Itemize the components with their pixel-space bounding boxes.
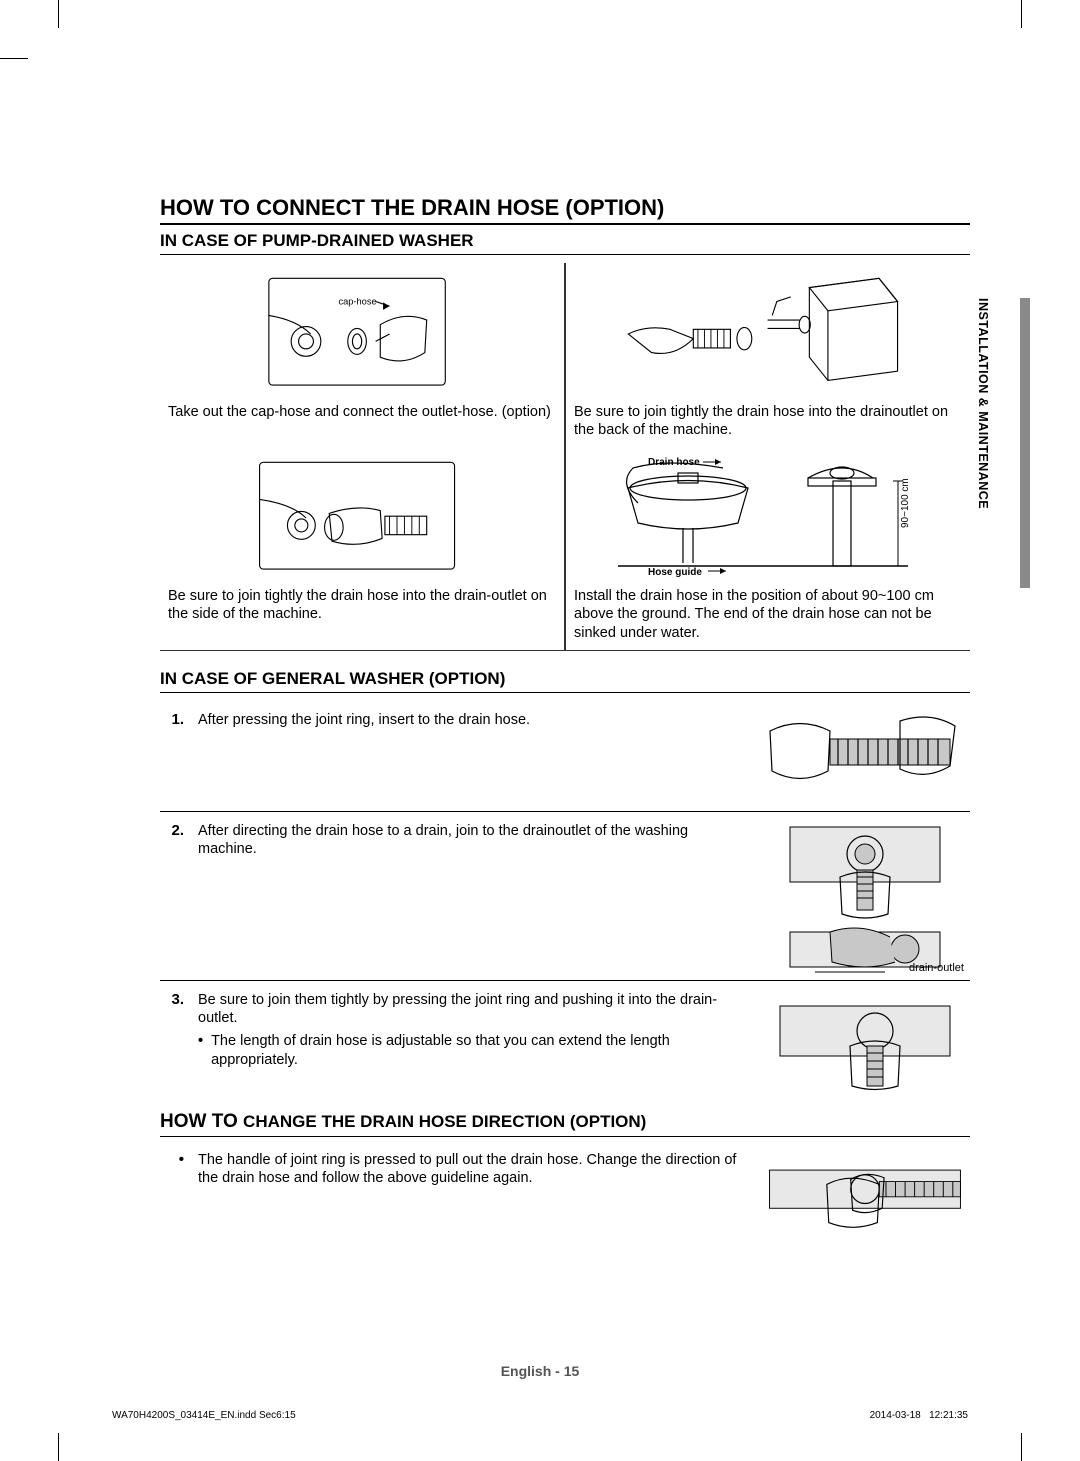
step-row-1: 1. After pressing the joint ring, insert… (160, 701, 970, 812)
bullet-icon: • (198, 1032, 203, 1070)
change-row: • The handle of joint ring is pressed to… (160, 1145, 970, 1247)
pump-caption-4: Install the drain hose in the position o… (574, 587, 962, 641)
pump-caption-3: Be sure to join tightly the drain hose i… (168, 587, 556, 623)
footer-date: 2014-03-18 (870, 1410, 921, 1421)
subtitle-pump: IN CASE OF PUMP-DRAINED WASHER (160, 231, 970, 255)
bullet-icon: • (160, 1151, 184, 1237)
change-title-small: CHANGE THE DRAIN HOSE DIRECTION (OPTION) (243, 1112, 646, 1131)
change-text: The handle of joint ring is pressed to p… (198, 1151, 746, 1237)
subtitle-general: IN CASE OF GENERAL WASHER (OPTION) (160, 669, 970, 693)
crop-mark (0, 58, 28, 59)
pump-grid: cap-hose Take out the cap-hose and conne… (160, 263, 970, 651)
push-outlet-icon (760, 991, 970, 1091)
height-label: 90~100 cm (900, 478, 911, 528)
pump-fig-3 (168, 453, 556, 583)
step-text: After pressing the joint ring, insert to… (198, 711, 746, 801)
footer-time: 12:21:35 (929, 1410, 968, 1421)
step-num: 2. (160, 822, 184, 974)
crop-mark (58, 0, 59, 28)
section-tab-label: INSTALLATION & MAINTENANCE (976, 298, 990, 588)
pump-caption-2: Be sure to join tightly the drain hose i… (574, 403, 962, 439)
crop-mark (1021, 0, 1022, 28)
step-text: Be sure to join them tightly by pressing… (198, 991, 746, 1091)
footer-timestamp: 2014-03-18 12:21:35 (870, 1410, 968, 1421)
pump-fig-1: cap-hose (168, 269, 556, 399)
pump-fig-4: Drain hose 90~ (574, 453, 962, 583)
pump-cell-3: Be sure to join tightly the drain hose i… (160, 447, 565, 650)
cap-hose-icon: cap-hose (241, 269, 482, 399)
page-title: HOW TO CONNECT THE DRAIN HOSE (OPTION) (160, 195, 970, 225)
pump-cell-1: cap-hose Take out the cap-hose and conne… (160, 263, 565, 447)
step-num: 1. (160, 711, 184, 801)
change-fig (760, 1151, 970, 1237)
drain-outlet-label: drain-outlet (909, 962, 970, 974)
pump-cell-4: Drain hose 90~ (565, 447, 970, 650)
section-tab: INSTALLATION & MAINTENANCE (976, 298, 1002, 588)
section-tab-bar (1020, 298, 1030, 588)
side-connect-icon (241, 453, 482, 583)
hose-height-icon: Drain hose 90~ (608, 453, 928, 583)
step-row-3: 3. Be sure to join them tightly by press… (160, 981, 970, 1101)
step-fig-2: drain-outlet (760, 822, 970, 974)
footer-filename: WA70H4200S_03414E_EN.indd Sec6:15 (112, 1410, 296, 1421)
rear-connect-icon (619, 269, 916, 399)
pump-fig-2 (574, 269, 962, 399)
change-direction-icon (760, 1151, 970, 1237)
step-num: 3. (160, 991, 184, 1091)
crop-mark (58, 1433, 59, 1461)
drain-outlet-icon (760, 822, 970, 982)
step-fig-1 (760, 711, 970, 801)
step-text: After directing the drain hose to a drai… (198, 822, 746, 974)
joint-ring-insert-icon (760, 711, 970, 801)
cap-hose-label: cap-hose (339, 296, 377, 306)
hose-guide-label: Hose guide (648, 567, 702, 578)
page-number: English - 15 (0, 1363, 1080, 1379)
pump-cell-2: Be sure to join tightly the drain hose i… (565, 263, 970, 447)
step-text-main: Be sure to join them tightly by pressing… (198, 991, 738, 1029)
change-title-big: HOW TO (160, 1111, 243, 1132)
pump-caption-1: Take out the cap-hose and connect the ou… (168, 403, 556, 421)
manual-page: INSTALLATION & MAINTENANCE HOW TO CONNEC… (0, 0, 1080, 1461)
crop-mark (1021, 1433, 1022, 1461)
step-bullet-text: The length of drain hose is adjustable s… (211, 1032, 738, 1070)
step-fig-3 (760, 991, 970, 1091)
subtitle-change: HOW TO CHANGE THE DRAIN HOSE DIRECTION (… (160, 1111, 970, 1137)
step-row-2: 2. After directing the drain hose to a d… (160, 812, 970, 981)
